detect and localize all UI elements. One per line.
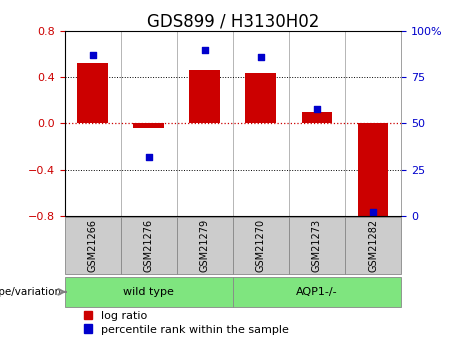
Text: GSM21279: GSM21279: [200, 219, 210, 272]
Point: [89, 52, 96, 58]
Bar: [233, 217, 289, 274]
Text: GSM21266: GSM21266: [88, 219, 98, 272]
Bar: [65, 217, 121, 274]
Bar: [65, 277, 233, 307]
Text: GSM21276: GSM21276: [144, 219, 154, 272]
Bar: [301, 112, 332, 124]
Point: [369, 209, 377, 215]
Bar: [121, 217, 177, 274]
Text: GSM21270: GSM21270: [256, 219, 266, 272]
Bar: [77, 63, 108, 124]
Bar: [177, 217, 233, 274]
Bar: [345, 217, 401, 274]
Text: GSM21273: GSM21273: [312, 219, 322, 272]
Bar: [133, 124, 164, 128]
Point: [313, 106, 321, 111]
Bar: [245, 73, 276, 124]
Point: [257, 54, 265, 60]
Text: GSM21282: GSM21282: [368, 219, 378, 272]
Point: [145, 154, 152, 159]
Bar: [189, 70, 220, 124]
Point: [201, 47, 208, 52]
Legend: log ratio, percentile rank within the sample: log ratio, percentile rank within the sa…: [83, 311, 289, 335]
Bar: [233, 277, 401, 307]
Title: GDS899 / H3130H02: GDS899 / H3130H02: [147, 13, 319, 31]
Text: wild type: wild type: [123, 287, 174, 297]
Text: AQP1-/-: AQP1-/-: [296, 287, 338, 297]
Text: genotype/variation: genotype/variation: [0, 287, 61, 297]
Bar: [289, 217, 345, 274]
Bar: [358, 124, 389, 218]
